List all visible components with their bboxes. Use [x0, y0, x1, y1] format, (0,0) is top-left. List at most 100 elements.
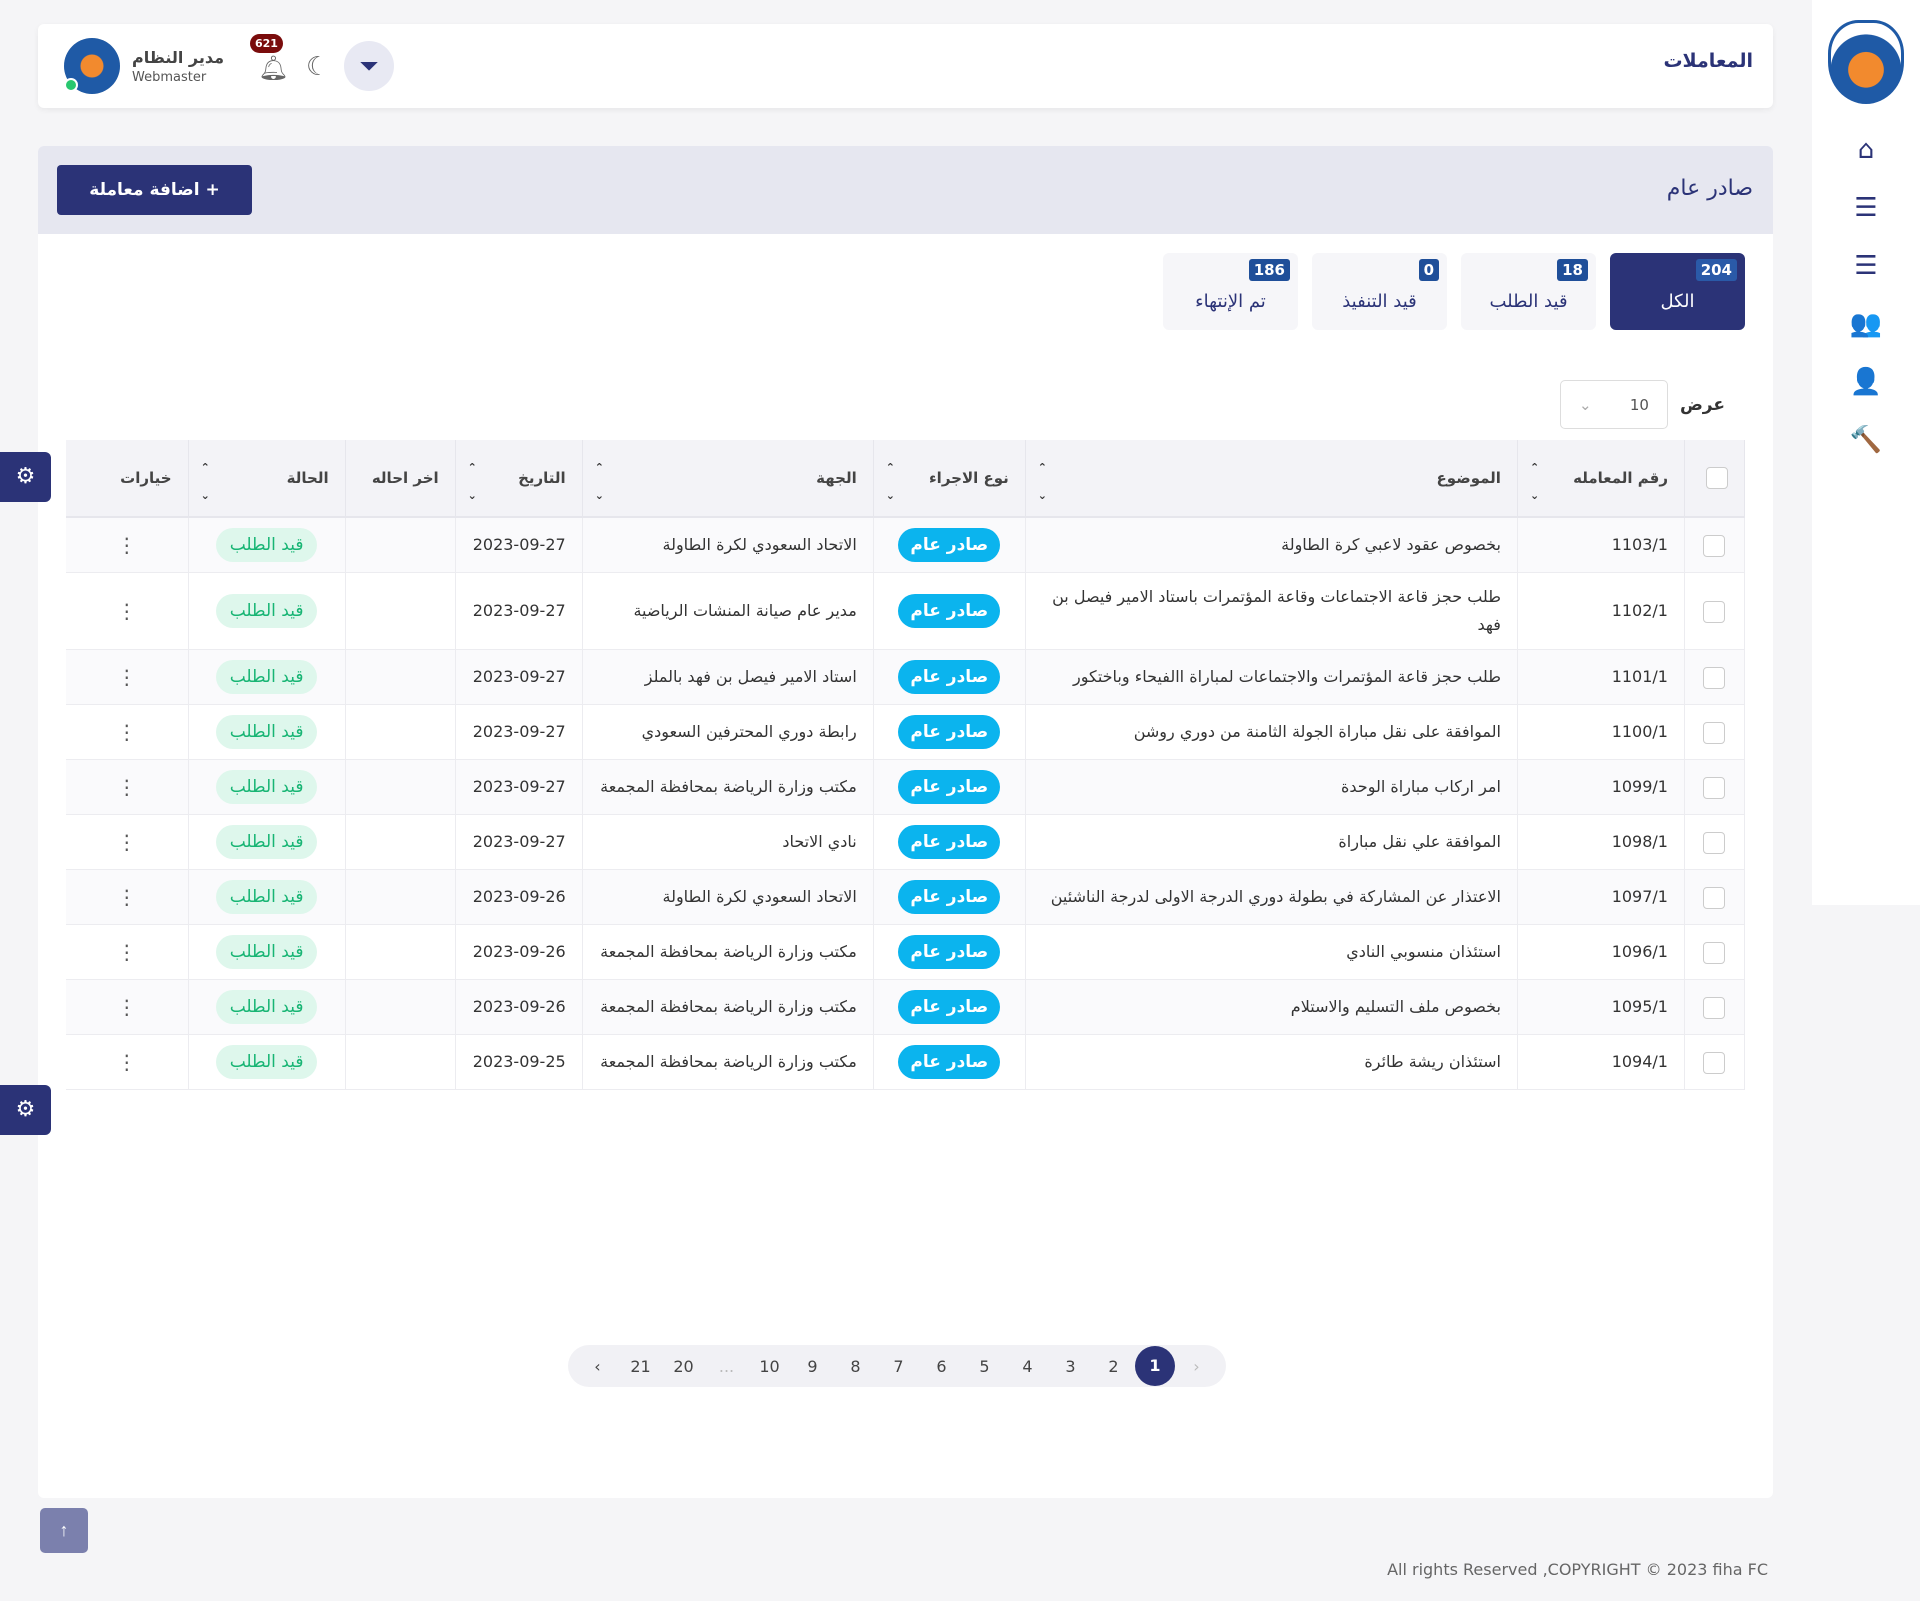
type-badge: صادر عام: [898, 715, 1001, 749]
party: الاتحاد السعودي لكرة الطاولة: [582, 869, 874, 925]
settings-gear-button[interactable]: ⚙: [0, 452, 51, 502]
column-header: خيارات: [66, 440, 189, 518]
table-row[interactable]: 1096/1 استئذان منسوبي النادي صادر عام مك…: [66, 924, 1746, 980]
select-all-checkbox[interactable]: [1706, 467, 1728, 489]
moon-icon[interactable]: ☾: [306, 52, 330, 82]
row-options-icon[interactable]: ⋮: [66, 979, 189, 1035]
column-header[interactable]: الجهة ⌃ ⌄: [582, 440, 874, 518]
row-options-icon[interactable]: ⋮: [66, 704, 189, 760]
row-checkbox[interactable]: [1703, 600, 1726, 623]
user-menu[interactable]: مدير النظام Webmaster: [64, 38, 224, 94]
sort-icon[interactable]: ⌃ ⌄: [594, 461, 604, 502]
row-options-icon[interactable]: ⋮: [66, 924, 189, 980]
row-checkbox[interactable]: [1703, 831, 1726, 854]
row-checkbox[interactable]: [1703, 721, 1726, 744]
column-header[interactable]: التاريخ ⌃ ⌄: [455, 440, 583, 518]
filter-button[interactable]: ⏷: [344, 41, 394, 91]
transactions-card: صادر عام اضافة معاملة + 204 الكل 18 قيد الط…: [38, 146, 1773, 1498]
table-row[interactable]: 1099/1 امر اركاب مباراة الوحدة صادر عام …: [66, 759, 1746, 815]
row-options-icon[interactable]: ⋮: [66, 814, 189, 870]
sort-icon[interactable]: ⌃ ⌄: [200, 461, 210, 502]
tab-1[interactable]: 18 قيد الطلب: [1461, 253, 1596, 330]
add-transaction-button[interactable]: اضافة معاملة +: [57, 165, 252, 215]
transaction-number: 1094/1: [1517, 1034, 1685, 1090]
page-1[interactable]: 21: [630, 1356, 651, 1376]
table-row[interactable]: 1102/1 طلب حجز قاعة الاجتماعات وقاعة الم…: [66, 572, 1746, 650]
date: 2023-09-27: [455, 572, 583, 650]
page-0[interactable]: ‹: [594, 1356, 601, 1376]
users-icon[interactable]: 👥: [1849, 309, 1883, 339]
row-options-icon[interactable]: ⋮: [66, 572, 189, 650]
list-icon[interactable]: ☰: [1854, 251, 1878, 281]
page-11[interactable]: 3: [1065, 1356, 1076, 1376]
subject: طلب حجز قاعة المؤتمرات والاجتماعات لمبار…: [1025, 649, 1518, 705]
scroll-to-top-button[interactable]: ↑: [40, 1508, 88, 1553]
transaction-number: 1101/1: [1517, 649, 1685, 705]
table-row[interactable]: 1101/1 طلب حجز قاعة المؤتمرات والاجتماعا…: [66, 649, 1746, 705]
row-options-icon[interactable]: ⋮: [66, 517, 189, 573]
tab-0[interactable]: 204 الكل: [1610, 253, 1745, 330]
status-badge: قيد الطلب: [215, 660, 318, 694]
status-badge: قيد الطلب: [215, 594, 318, 628]
table-row[interactable]: 1098/1 الموافقة علي نقل مباراة صادر عام …: [66, 814, 1746, 870]
club-logo[interactable]: [1828, 20, 1904, 104]
home-icon[interactable]: ⌂: [1857, 135, 1875, 165]
transaction-number: 1099/1: [1517, 759, 1685, 815]
date: 2023-09-25: [455, 1034, 583, 1090]
list-icon[interactable]: ☰: [1854, 193, 1878, 223]
type-badge: صادر عام: [898, 594, 1001, 628]
column-header[interactable]: الحالة ⌃ ⌄: [188, 440, 346, 518]
row-options-icon[interactable]: ⋮: [66, 759, 189, 815]
date: 2023-09-27: [455, 759, 583, 815]
bell-icon[interactable]: 🔔︎ 621: [250, 34, 288, 82]
avatar[interactable]: [64, 38, 120, 94]
page-7[interactable]: 7: [893, 1356, 904, 1376]
sort-icon[interactable]: ⌃ ⌄: [1529, 461, 1540, 502]
tab-2[interactable]: 0 قيد التنفيذ: [1312, 253, 1447, 330]
user-check-icon[interactable]: 👤: [1849, 367, 1883, 397]
last-referral: [345, 759, 456, 815]
date: 2023-09-27: [455, 704, 583, 760]
table-row[interactable]: 1103/1 بخصوص عقود لاعبي كرة الطاولة صادر…: [66, 517, 1746, 573]
tab-3[interactable]: 186 تم الإنتهاء: [1163, 253, 1298, 330]
sort-icon[interactable]: ⌃ ⌄: [1037, 461, 1048, 502]
row-checkbox[interactable]: [1703, 996, 1726, 1019]
column-header[interactable]: رقم المعامله ⌃ ⌄: [1517, 440, 1685, 518]
type-badge: صادر عام: [898, 990, 1001, 1024]
notification-count: 621: [250, 34, 283, 53]
page-6[interactable]: 8: [850, 1356, 861, 1376]
page-size-select[interactable]: 10 ⌄: [1559, 380, 1668, 429]
sort-icon[interactable]: ⌃ ⌄: [467, 461, 477, 502]
table-row[interactable]: 1094/1 استئذان ريشة طائرة صادر عام مكتب …: [66, 1034, 1746, 1090]
row-options-icon[interactable]: ⋮: [66, 1034, 189, 1090]
settings-gear-button[interactable]: ⚙: [0, 1085, 51, 1135]
row-options-icon[interactable]: ⋮: [66, 649, 189, 705]
gavel-icon[interactable]: 🔨: [1849, 425, 1883, 455]
column-header[interactable]: الموضوع ⌃ ⌄: [1025, 440, 1518, 518]
page-10[interactable]: 4: [1022, 1356, 1033, 1376]
row-options-icon[interactable]: ⋮: [66, 869, 189, 925]
row-checkbox[interactable]: [1703, 776, 1726, 799]
page-9[interactable]: 5: [979, 1356, 990, 1376]
page-13[interactable]: 1: [1135, 1346, 1175, 1386]
row-checkbox[interactable]: [1703, 666, 1726, 689]
sort-icon[interactable]: ⌃ ⌄: [885, 461, 895, 502]
row-checkbox[interactable]: [1703, 1051, 1726, 1074]
column-header[interactable]: نوع الاجراء ⌃ ⌄: [873, 440, 1026, 518]
row-checkbox[interactable]: [1703, 941, 1726, 964]
page-4[interactable]: 10: [759, 1356, 780, 1376]
row-checkbox[interactable]: [1703, 534, 1726, 557]
user-role: Webmaster: [132, 69, 207, 85]
table-row[interactable]: 1095/1 بخصوص ملف التسليم والاستلام صادر …: [66, 979, 1746, 1035]
page-2[interactable]: 20: [673, 1356, 694, 1376]
date: 2023-09-26: [455, 924, 583, 980]
page-5[interactable]: 9: [807, 1356, 818, 1376]
online-indicator: [64, 78, 78, 92]
row-checkbox[interactable]: [1703, 886, 1726, 909]
page-12[interactable]: 2: [1108, 1356, 1119, 1376]
table-row[interactable]: 1100/1 الموافقة على نقل مباراة الجولة ال…: [66, 704, 1746, 760]
table-row[interactable]: 1097/1 الاعتذار عن المشاركة في بطولة دور…: [66, 869, 1746, 925]
date: 2023-09-26: [455, 869, 583, 925]
page-14[interactable]: ›: [1193, 1356, 1200, 1376]
page-8[interactable]: 6: [936, 1356, 947, 1376]
